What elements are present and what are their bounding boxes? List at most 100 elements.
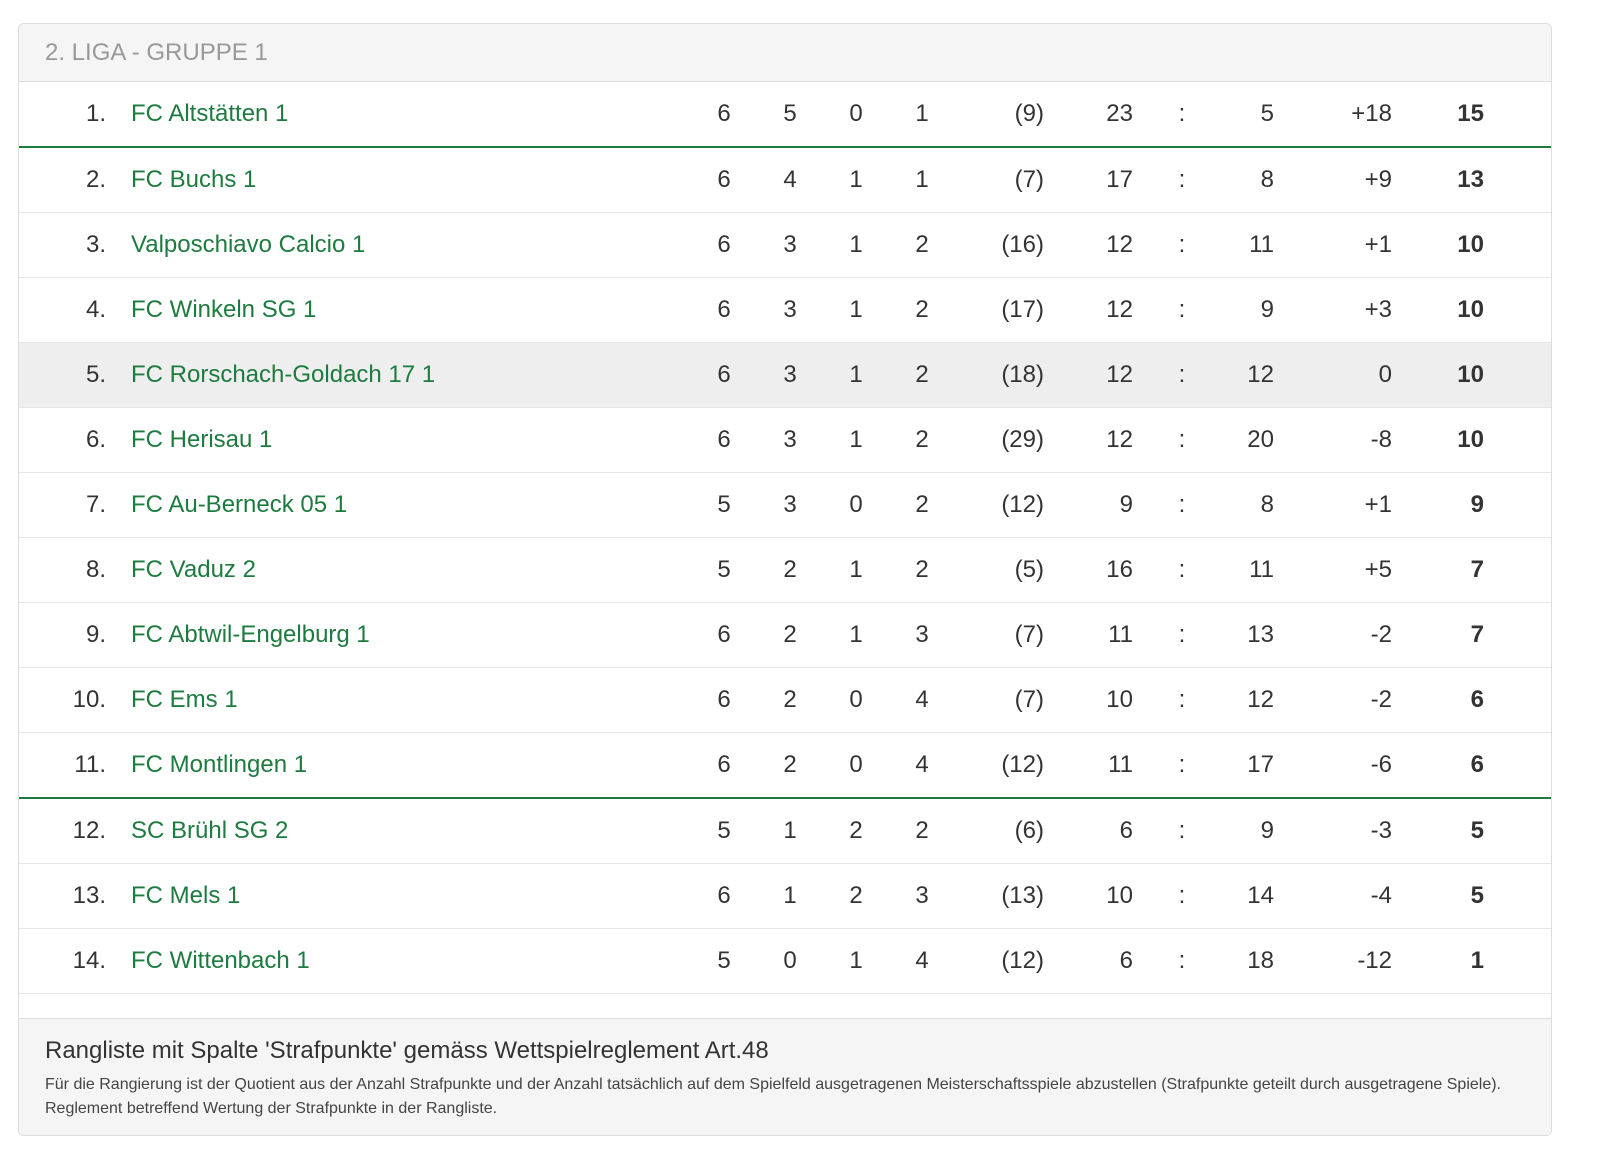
draws-cell: 0 [849, 100, 863, 127]
penalty-points-cell: (17) [1001, 296, 1044, 323]
goal-difference-cell: -12 [1357, 947, 1392, 974]
goal-separator: : [1178, 556, 1186, 583]
games-played-cell: 6 [717, 751, 731, 778]
points-cell: 6 [1470, 751, 1484, 778]
team-link[interactable]: Valposchiavo Calcio 1 [131, 231, 366, 258]
rank-cell: 6. [85, 426, 106, 453]
goals-against-cell: 12 [1247, 361, 1274, 388]
goals-for-cell: 12 [1106, 231, 1133, 258]
team-link[interactable]: FC Montlingen 1 [131, 751, 308, 778]
group-title: 2. LIGA - GRUPPE 1 [19, 24, 1551, 82]
team-link[interactable]: FC Winkeln SG 1 [131, 296, 317, 323]
goals-for-cell: 11 [1108, 621, 1133, 648]
points-cell: 10 [1457, 361, 1484, 388]
goals-against-cell: 5 [1260, 100, 1274, 127]
losses-cell: 2 [915, 296, 929, 323]
draws-cell: 0 [849, 491, 863, 518]
team-link[interactable]: FC Herisau 1 [131, 426, 273, 453]
goals-against-cell: 14 [1247, 882, 1274, 909]
games-played-cell: 6 [717, 426, 731, 453]
goals-for-cell: 12 [1106, 361, 1133, 388]
losses-cell: 3 [915, 621, 929, 648]
draws-cell: 1 [849, 556, 863, 583]
goal-separator: : [1178, 166, 1186, 193]
penalty-points-cell: (6) [1014, 817, 1044, 844]
team-link[interactable]: FC Rorschach-Goldach 17 1 [131, 361, 436, 388]
points-cell: 5 [1470, 817, 1484, 844]
team-link[interactable]: FC Vaduz 2 [131, 556, 256, 583]
penalty-points-cell: (18) [1001, 361, 1044, 388]
wins-cell: 2 [783, 751, 797, 778]
team-link[interactable]: FC Altstätten 1 [131, 100, 289, 127]
games-played-cell: 6 [717, 361, 731, 388]
losses-cell: 2 [915, 426, 929, 453]
team-link[interactable]: FC Wittenbach 1 [131, 947, 310, 974]
team-link[interactable]: FC Au-Berneck 05 1 [131, 491, 348, 518]
rank-cell: 4. [85, 296, 106, 323]
points-cell: 15 [1457, 100, 1484, 127]
wins-cell: 1 [783, 817, 797, 844]
goals-for-cell: 12 [1106, 296, 1133, 323]
goal-separator: : [1178, 947, 1186, 974]
points-cell: 6 [1470, 686, 1484, 713]
footer-note: Rangliste mit Spalte 'Strafpunkte' gemäs… [19, 1019, 1551, 1135]
goals-against-cell: 11 [1249, 231, 1274, 258]
points-cell: 5 [1470, 882, 1484, 909]
table-row: 13. FC Mels 1 6 1 2 3 (13) 10: 14 -4 5 [19, 864, 1551, 929]
goal-difference-cell: -2 [1370, 621, 1392, 648]
goals-against-cell: 13 [1247, 621, 1274, 648]
rank-cell: 5. [85, 361, 106, 388]
wins-cell: 3 [783, 361, 797, 388]
games-played-cell: 6 [717, 621, 731, 648]
table-row: 10. FC Ems 1 6 2 0 4 (7) 10: 12 -2 6 [19, 668, 1551, 733]
points-cell: 7 [1470, 621, 1484, 648]
wins-cell: 3 [783, 491, 797, 518]
footer-title: Rangliste mit Spalte 'Strafpunkte' gemäs… [45, 1037, 769, 1064]
goal-separator: : [1178, 817, 1186, 844]
penalty-points-cell: (12) [1001, 751, 1044, 778]
penalty-points-cell: (7) [1014, 686, 1044, 713]
team-link[interactable]: FC Ems 1 [131, 686, 238, 713]
wins-cell: 1 [783, 882, 797, 909]
team-link[interactable]: FC Mels 1 [131, 882, 241, 909]
draws-cell: 1 [849, 426, 863, 453]
draws-cell: 1 [849, 296, 863, 323]
wins-cell: 3 [783, 426, 797, 453]
penalty-points-cell: (13) [1001, 882, 1044, 909]
goals-for-cell: 11 [1108, 751, 1133, 778]
points-cell: 10 [1457, 231, 1484, 258]
goal-difference-cell: +1 [1364, 231, 1392, 258]
wins-cell: 3 [783, 296, 797, 323]
team-link[interactable]: SC Brühl SG 2 [131, 817, 289, 844]
table-row: 12. SC Brühl SG 2 5 1 2 2 (6) 6: 9 -3 5 [19, 799, 1551, 864]
penalty-points-cell: (29) [1001, 426, 1044, 453]
goal-separator: : [1178, 426, 1186, 453]
penalty-points-cell: (7) [1014, 166, 1044, 193]
goal-separator: : [1178, 686, 1186, 713]
wins-cell: 0 [783, 947, 797, 974]
games-played-cell: 6 [717, 166, 731, 193]
team-link[interactable]: FC Buchs 1 [131, 166, 257, 193]
games-played-cell: 5 [717, 947, 731, 974]
goal-difference-cell: -8 [1370, 426, 1392, 453]
wins-cell: 4 [783, 166, 797, 193]
goals-against-cell: 18 [1247, 947, 1274, 974]
table-row: 7. FC Au-Berneck 05 1 5 3 0 2 (12) 9: 8 +1 9 [19, 473, 1551, 538]
rank-cell: 1. [85, 100, 106, 127]
team-link[interactable]: FC Abtwil-Engelburg 1 [131, 621, 370, 648]
rank-cell: 10. [72, 686, 106, 713]
losses-cell: 4 [915, 686, 929, 713]
goal-separator: : [1178, 100, 1186, 127]
goals-for-cell: 9 [1119, 491, 1133, 518]
penalty-points-cell: (16) [1001, 231, 1044, 258]
draws-cell: 1 [849, 621, 863, 648]
goals-for-cell: 10 [1106, 686, 1133, 713]
goal-difference-cell: +3 [1364, 296, 1392, 323]
goals-for-cell: 16 [1106, 556, 1133, 583]
table-row: 14. FC Wittenbach 1 5 0 1 4 (12) 6: 18 -12 1 [19, 929, 1551, 994]
table-row: 2. FC Buchs 1 6 4 1 1 (7) 17: 8 +9 13 [19, 148, 1551, 213]
goal-difference-cell: +18 [1351, 100, 1392, 127]
goals-for-cell: 6 [1119, 947, 1133, 974]
standings-table: 1. FC Altstätten 1 6 5 0 1 (9) 23:5 +18 15 2. FC Bu… [19, 82, 1551, 994]
losses-cell: 2 [915, 556, 929, 583]
